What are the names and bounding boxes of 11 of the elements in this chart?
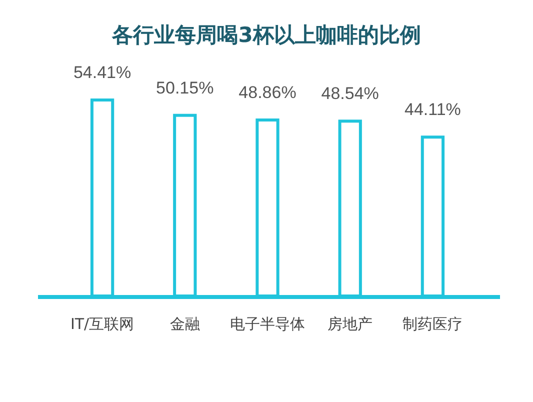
data-label: 54.41% [73,63,132,82]
x-tick-label: 电子半导体 [230,315,305,333]
x-tick-label: 金融 [170,315,200,333]
chart-title: 各行业每周喝3杯以上咖啡的比例 [111,23,421,47]
data-label: 48.54% [321,84,379,104]
x-tick-label: 房地产 [328,315,373,333]
data-label: 48.86% [238,82,296,102]
data-label: 44.11% [404,100,461,120]
x-tick-label: IT/互联网 [70,315,134,333]
x-tick-label: 制药医疗 [402,315,463,333]
data-label: 50.15% [156,78,214,98]
